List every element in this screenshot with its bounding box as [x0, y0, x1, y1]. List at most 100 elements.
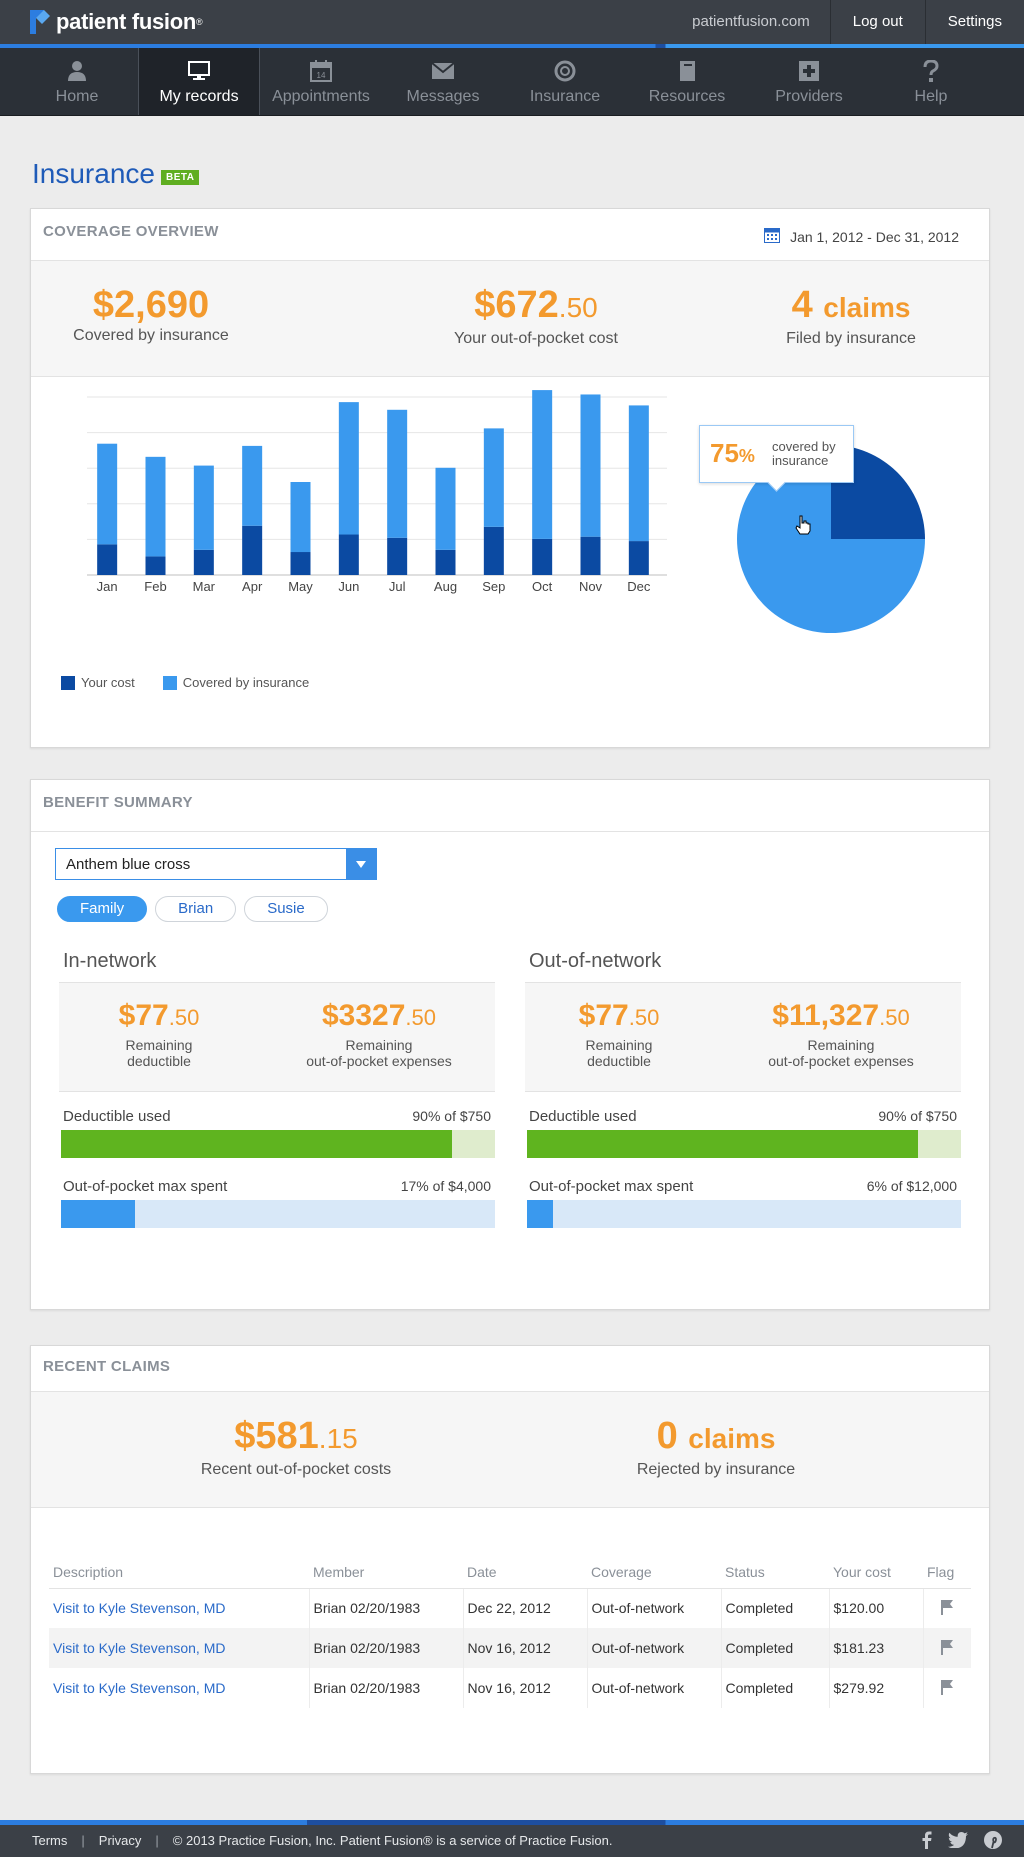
oop-dollars: $672 — [474, 284, 559, 326]
out-of-network-stats: $77.50 Remaining deductible $11,327.50 Re… — [525, 982, 961, 1092]
member-pill-susie[interactable]: Susie — [244, 896, 328, 922]
claim-coverage: Out-of-network — [586, 1628, 721, 1668]
deductible-progress-fill — [527, 1130, 918, 1158]
x-tick-label: Jul — [389, 579, 406, 594]
claim-description-link[interactable]: Visit to Kyle Stevenson, MD — [53, 1600, 226, 1617]
member-filter: Family Brian Susie — [57, 896, 336, 922]
recent-oop-cents: .15 — [318, 1423, 358, 1454]
column-header: Member — [309, 1556, 463, 1589]
bar-covered-feb — [145, 456, 166, 557]
oop-dollars: $3327 — [321, 999, 406, 1032]
monthly-cost-bar-chart: Jan Feb Mar Apr May Jun Jul Aug Sep Oct Nov Dec — [87, 390, 667, 594]
legend-covered: Covered by insurance — [162, 675, 309, 690]
facebook-icon[interactable] — [922, 1831, 932, 1849]
flag-icon[interactable] — [922, 1668, 971, 1708]
nav-item-providers[interactable]: Providers — [748, 48, 870, 116]
twitter-icon[interactable] — [948, 1832, 968, 1848]
calendar-day-text: 14 — [317, 71, 326, 80]
nav-label: My records — [159, 88, 239, 105]
rejected-label: Rejected by insurance — [636, 1461, 796, 1478]
rejected-stat: 0 claims Rejected by insurance — [591, 1414, 841, 1479]
coverage-stats: $2,690 Covered by insurance $672.50 Your… — [31, 261, 989, 377]
question-icon — [919, 60, 943, 82]
brand-name: patient fusion — [56, 9, 197, 34]
table-row: Visit to Kyle Stevenson, MD Brian 02/20/… — [49, 1668, 971, 1708]
nav-item-my-records[interactable]: My records — [138, 48, 260, 116]
bar-value: 6% of $12,000 — [866, 1178, 957, 1194]
nav-item-appointments[interactable]: 14 Appointments — [260, 48, 382, 116]
chevron-down-icon[interactable] — [346, 849, 376, 879]
table-row: Visit to Kyle Stevenson, MD Brian 02/20/… — [49, 1628, 971, 1668]
beta-badge: BETA — [161, 170, 200, 185]
top-accent-stripe — [0, 44, 1024, 48]
site-link[interactable]: patientfusion.com — [692, 13, 810, 30]
separator: | — [155, 1833, 159, 1848]
envelope-icon — [431, 60, 455, 82]
pie-slice-covered[interactable] — [737, 445, 925, 633]
privacy-link[interactable]: Privacy — [98, 1833, 142, 1848]
claim-description-link[interactable]: Visit to Kyle Stevenson, MD — [49, 1628, 309, 1668]
column-header: Coverage — [587, 1556, 721, 1589]
nav-divider — [0, 115, 1024, 116]
x-tick-label: Aug — [434, 579, 457, 594]
bar-your-cost-mar — [193, 549, 214, 575]
date-range-picker[interactable]: Jan 1, 2012 - Dec 31, 2012 — [764, 227, 959, 246]
bar-your-cost-apr — [242, 525, 263, 575]
member-pill-family[interactable]: Family — [57, 896, 148, 922]
claim-cost: $181.23 — [828, 1628, 923, 1668]
remaining-deductible-stat: $77.50 Remaining deductible — [99, 999, 219, 1069]
coverage-pie-chart[interactable] — [731, 439, 931, 639]
nav-label: Providers — [775, 88, 843, 105]
book-icon — [675, 60, 699, 82]
pie-slice-your-cost[interactable] — [831, 445, 925, 539]
legend-swatch — [61, 675, 75, 690]
bar-covered-nov — [580, 394, 601, 537]
plan-select[interactable]: Anthem blue cross — [55, 848, 377, 880]
bar-your-cost-jun — [338, 534, 359, 575]
table-header-row: Description Member Date Coverage Status … — [49, 1556, 971, 1589]
claim-status: Completed — [720, 1588, 829, 1628]
oop-progress-fill — [61, 1200, 135, 1228]
bar-label: Out-of-pocket max spent — [529, 1178, 694, 1195]
stat-label: Remaining — [345, 1037, 413, 1053]
pie-tooltip: 75% covered by insurance — [699, 425, 854, 483]
flag-icon[interactable] — [922, 1588, 971, 1628]
x-tick-label: Apr — [242, 579, 263, 594]
bar-value: 17% of $4,000 — [400, 1178, 491, 1194]
column-header: Status — [721, 1556, 829, 1589]
bar-your-cost-feb — [145, 556, 166, 575]
logo[interactable]: patient fusion ® — [28, 8, 203, 36]
bar-your-cost-oct — [532, 538, 553, 575]
table-row: Visit to Kyle Stevenson, MD Brian 02/20/… — [49, 1588, 971, 1628]
oop-label: Your out-of-pocket cost — [454, 330, 618, 347]
claim-coverage: Out-of-network — [586, 1668, 721, 1708]
settings-link[interactable]: Settings — [924, 0, 1024, 44]
claims-unit: claims — [823, 292, 911, 323]
nav-item-resources[interactable]: Resources — [626, 48, 748, 116]
claim-description-link[interactable]: Visit to Kyle Stevenson, MD — [53, 1680, 226, 1696]
logout-link[interactable]: Log out — [829, 0, 925, 44]
pie-percent-sign: % — [738, 446, 755, 466]
member-pill-brian[interactable]: Brian — [155, 896, 237, 922]
benefit-summary-card: BENEFIT SUMMARY Anthem blue cross Family… — [30, 779, 990, 1310]
nav-item-messages[interactable]: Messages — [382, 48, 504, 116]
stat-label: out-of-pocket expenses — [768, 1053, 914, 1069]
pinterest-icon[interactable] — [984, 1831, 1002, 1849]
flag-icon[interactable] — [922, 1628, 971, 1668]
claim-date: Dec 22, 2012 — [462, 1588, 587, 1628]
legend-label: Your cost — [81, 675, 135, 690]
rejected-count: 0 — [656, 1415, 678, 1457]
bar-covered-may — [290, 482, 311, 553]
plan-select-value: Anthem blue cross — [66, 856, 191, 873]
x-tick-label: Jun — [338, 579, 359, 594]
logo-mark-icon — [28, 8, 54, 36]
bar-value: 90% of $750 — [878, 1108, 957, 1124]
terms-link[interactable]: Terms — [32, 1833, 68, 1848]
nav-item-help[interactable]: Help — [870, 48, 992, 116]
covered-label: Covered by insurance — [73, 327, 229, 344]
claims-label: Filed by insurance — [786, 330, 916, 347]
bar-label: Out-of-pocket max spent — [63, 1178, 228, 1195]
nav-item-home[interactable]: Home — [16, 48, 138, 116]
nav-item-insurance[interactable]: Insurance — [504, 48, 626, 116]
stat-label: Remaining — [807, 1037, 875, 1053]
